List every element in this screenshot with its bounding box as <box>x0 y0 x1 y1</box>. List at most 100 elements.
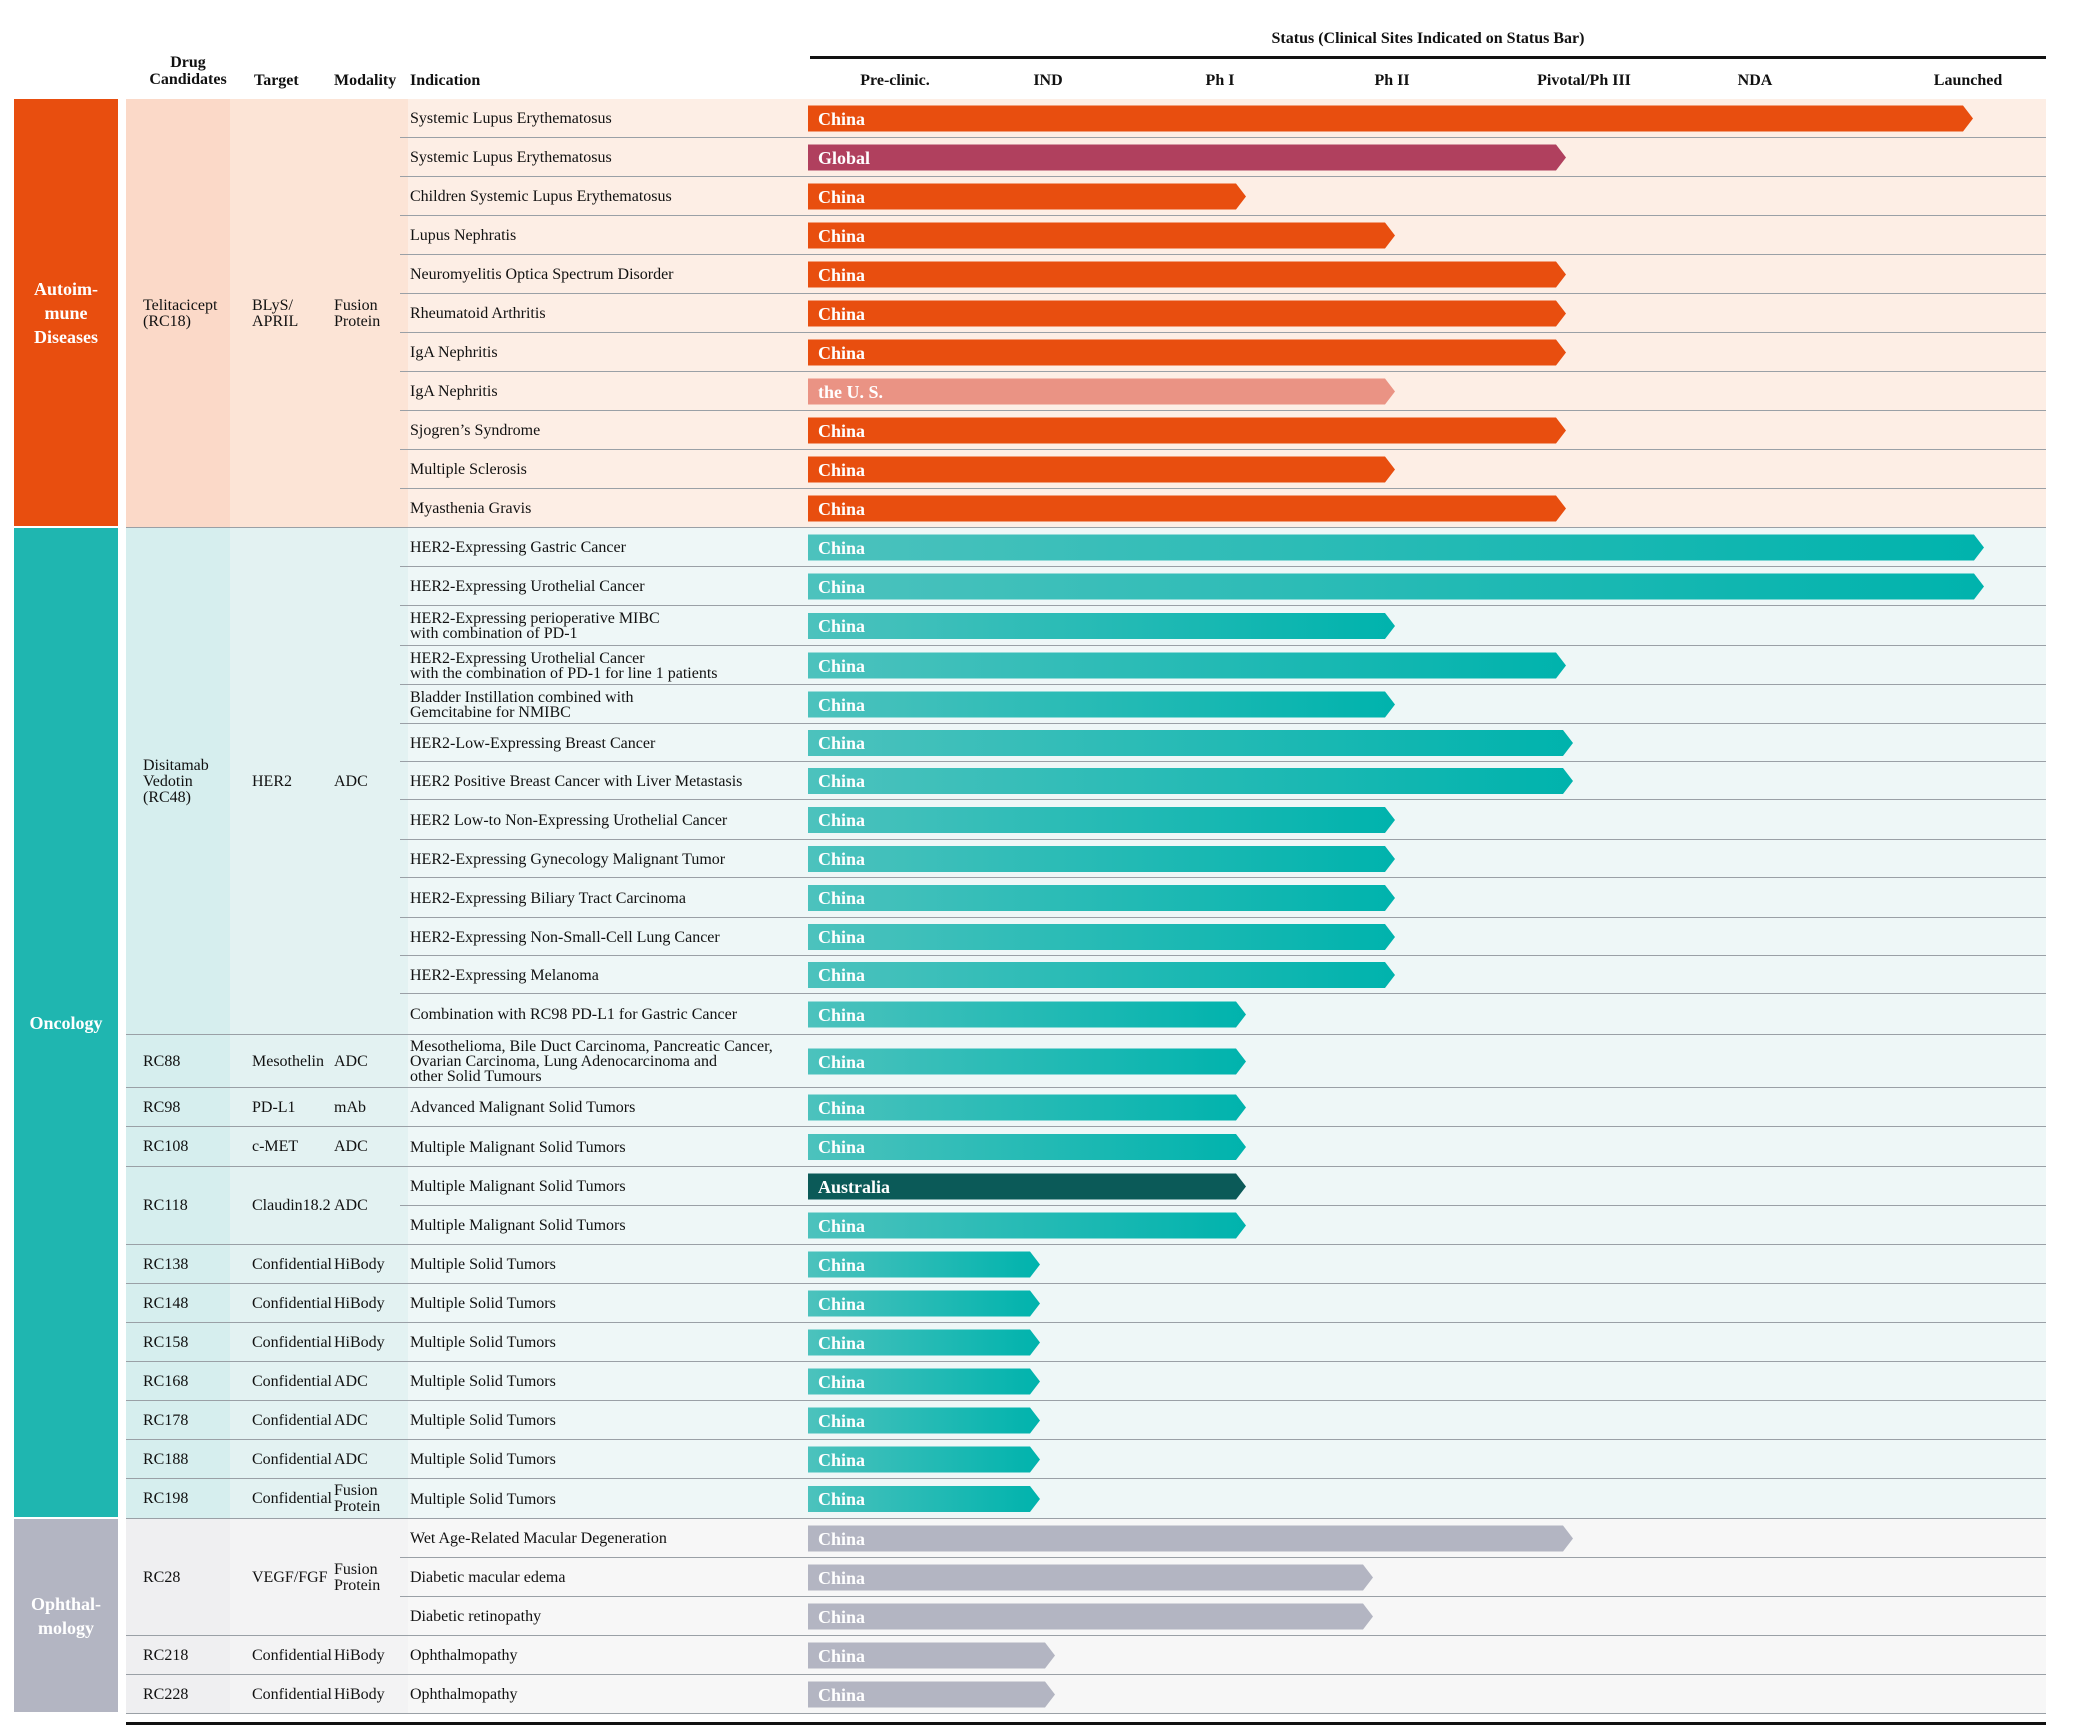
row-divider <box>400 955 2046 956</box>
target-columns-shade <box>230 1519 408 1636</box>
target-columns-shade <box>230 1245 408 1284</box>
drug-modality: mAb <box>334 1098 366 1116</box>
row-divider <box>400 1126 2046 1127</box>
indication: HER2-Expressing Gynecology Malignant Tum… <box>410 850 726 868</box>
drug-candidate: RC158 <box>143 1333 189 1351</box>
indication: Advanced Malignant Solid Tumors <box>410 1099 636 1116</box>
indication: Multiple Malignant Solid Tumors <box>410 1217 626 1234</box>
status-title: Status (Clinical Sites Indicated on Stat… <box>1271 30 1585 47</box>
drug-candidate: Disitamab Vedotin (RC48) <box>143 756 209 806</box>
indication: HER2-Expressing Non-Small-Cell Lung Canc… <box>410 928 720 946</box>
drug-target: VEGF/FGF <box>252 1568 328 1586</box>
indication: Multiple Solid Tumors <box>410 1256 556 1273</box>
row-divider <box>400 1166 2046 1167</box>
target-columns-shade <box>230 99 408 528</box>
indication: Sjogren’s Syndrome <box>410 422 541 439</box>
status-rule <box>810 56 2046 59</box>
col-header-drug: Drug Candidates <box>149 54 227 88</box>
clinical-site-label: Global <box>818 147 871 168</box>
row-divider <box>400 1635 2046 1636</box>
target-columns-shade <box>230 1127 408 1167</box>
indication: Multiple Solid Tumors <box>410 1334 556 1351</box>
row-divider <box>400 137 2046 138</box>
row-divider <box>400 1361 2046 1362</box>
row-divider <box>400 645 2046 646</box>
clinical-site-label: China <box>818 576 866 597</box>
clinical-site-label: China <box>818 694 866 715</box>
indication: HER2 Positive Breast Cancer with Liver M… <box>410 772 743 790</box>
target-columns-shade <box>230 1440 408 1479</box>
clinical-site-label: China <box>818 1293 866 1314</box>
clinical-site-label: China <box>818 810 866 830</box>
row-divider <box>400 332 2046 333</box>
clinical-site-label: China <box>818 1684 866 1705</box>
drug-candidate: RC88 <box>143 1052 181 1070</box>
indication: HER2-Expressing Urothelial Cancer <box>410 578 645 595</box>
drug-target: Confidential <box>252 1255 332 1273</box>
drug-columns-shade <box>126 1362 230 1401</box>
row-divider <box>400 761 2046 762</box>
drug-columns-shade <box>126 1636 230 1675</box>
row-divider <box>400 877 2046 878</box>
target-columns-shade <box>230 1284 408 1323</box>
clinical-site-label: China <box>818 1097 866 1118</box>
row-divider <box>400 917 2046 918</box>
indication: Multiple Solid Tumors <box>410 1490 556 1508</box>
drug-modality: ADC <box>334 1052 368 1070</box>
target-columns-shade <box>230 1088 408 1127</box>
drug-modality: HiBody <box>334 1646 385 1664</box>
drug-target: BLyS/ APRIL <box>252 296 299 330</box>
row-divider <box>400 1596 2046 1597</box>
drug-target: Confidential <box>252 1450 332 1468</box>
row-divider <box>400 254 2046 255</box>
clinical-site-label: China <box>818 1332 866 1353</box>
clinical-site-label: China <box>818 1528 866 1549</box>
row-divider <box>400 684 2046 685</box>
indication: IgA Nephritis <box>410 383 498 400</box>
drug-candidate: RC198 <box>143 1490 189 1507</box>
row-divider <box>400 371 2046 372</box>
target-columns-shade <box>230 1479 408 1519</box>
drug-columns-shade <box>126 1675 230 1714</box>
indication: Myasthenia Gravis <box>410 500 532 517</box>
stage-header-6: Launched <box>1933 72 2003 89</box>
drug-modality: HiBody <box>334 1333 385 1351</box>
clinical-site-label: China <box>818 927 866 947</box>
drug-target: Confidential <box>252 1490 332 1507</box>
drug-columns-shade <box>126 1167 230 1245</box>
drug-modality: HiBody <box>334 1294 385 1312</box>
stage-header-1: IND <box>1033 72 1063 89</box>
target-columns-shade <box>230 528 408 1035</box>
category-label: Ophthal- mology <box>14 1519 118 1712</box>
row-divider <box>400 488 2046 489</box>
clinical-site-label: China <box>818 420 866 441</box>
row-divider <box>400 449 2046 450</box>
drug-modality: HiBody <box>334 1255 385 1273</box>
indication: Wet Age-Related Macular Degeneration <box>410 1530 667 1547</box>
clinical-site-label: China <box>818 1371 866 1392</box>
indication: Multiple Solid Tumors <box>410 1412 556 1429</box>
drug-modality: HiBody <box>334 1685 385 1703</box>
clinical-site-label: China <box>818 303 866 324</box>
drug-columns-shade <box>126 99 230 528</box>
drug-modality: ADC <box>334 1450 368 1468</box>
clinical-site-label: China <box>818 888 866 908</box>
drug-candidate: Telitacicept (RC18) <box>143 296 218 330</box>
drug-target: Claudin18.2 <box>252 1197 331 1214</box>
drug-columns-shade <box>126 1323 230 1362</box>
category-label: Autoim- mune Diseases <box>14 99 118 526</box>
indication: Bladder Instillation combined with Gemci… <box>410 688 634 721</box>
col-header-modality: Modality <box>334 72 397 89</box>
category-label: Oncology <box>14 528 118 1517</box>
drug-candidate: RC118 <box>143 1197 188 1214</box>
drug-modality: Fusion Protein <box>334 1560 381 1594</box>
clinical-site-label: China <box>818 849 866 869</box>
drug-modality: ADC <box>334 1372 368 1390</box>
drug-columns-shade <box>126 1245 230 1284</box>
target-columns-shade <box>230 1362 408 1401</box>
drug-target: Confidential <box>252 1294 332 1312</box>
stage-header-5: NDA <box>1737 72 1773 89</box>
clinical-site-label: China <box>818 965 866 985</box>
row-divider <box>400 176 2046 177</box>
indication: HER2-Expressing Melanoma <box>410 966 599 984</box>
